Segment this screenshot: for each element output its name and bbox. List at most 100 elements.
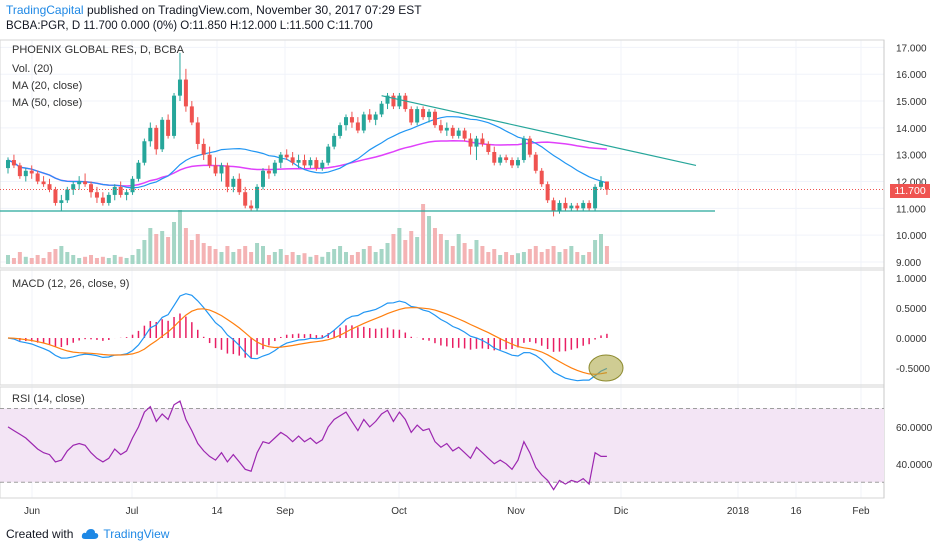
candle-body bbox=[486, 143, 491, 152]
candle-body bbox=[83, 181, 88, 185]
volume-bar bbox=[302, 253, 307, 264]
volume-bar bbox=[124, 258, 129, 264]
candle-body bbox=[308, 160, 313, 166]
footer: Created with TradingView bbox=[6, 527, 169, 541]
price-tick-label: 16.000 bbox=[896, 70, 927, 81]
volume-bar bbox=[569, 246, 574, 264]
symbol-ohlc-line: BCBA:PGR, D 11.700 0.000 (0%) O:11.850 H… bbox=[6, 20, 373, 32]
candle-body bbox=[71, 184, 76, 190]
candle-body bbox=[349, 117, 354, 123]
volume-bar bbox=[599, 234, 603, 264]
candle-body bbox=[557, 202, 562, 212]
candle-body bbox=[474, 138, 479, 147]
rsi-tick-label: 60.0000 bbox=[896, 423, 932, 434]
candle-body bbox=[41, 181, 46, 185]
volume-bar bbox=[468, 249, 473, 264]
candle-body bbox=[272, 162, 277, 174]
volume-bar bbox=[142, 240, 147, 264]
candle-body bbox=[421, 109, 426, 118]
price-tick-label: 10.000 bbox=[896, 231, 927, 242]
candle-body bbox=[581, 202, 586, 209]
candle-body bbox=[468, 138, 473, 147]
volume-bar bbox=[207, 246, 212, 264]
volume-bar bbox=[35, 255, 40, 264]
volume-bar bbox=[296, 255, 301, 264]
candle-body bbox=[207, 154, 212, 166]
volume-bar bbox=[575, 252, 580, 264]
volume-legend: Vol. (20) bbox=[12, 63, 53, 75]
candle-body bbox=[593, 186, 598, 209]
volume-bar bbox=[41, 258, 46, 264]
price-tick-label: 12.000 bbox=[896, 177, 927, 188]
candle-body bbox=[77, 181, 82, 185]
volume-bar bbox=[344, 252, 349, 264]
volume-bar bbox=[89, 255, 94, 264]
volume-bar bbox=[266, 255, 271, 264]
volume-bar bbox=[201, 243, 206, 264]
candle-body bbox=[427, 111, 432, 118]
volume-bar bbox=[65, 252, 70, 264]
ma50-legend: MA (50, close) bbox=[12, 97, 83, 109]
volume-bar bbox=[498, 255, 503, 264]
candle-body bbox=[142, 141, 147, 163]
axis-labels: 17.000 16.000 15.000 14.000 13.000 12.000 11.0… bbox=[24, 43, 932, 517]
time-tick-label: Feb bbox=[852, 506, 870, 517]
publisher-link[interactable]: TradingCapital bbox=[6, 3, 84, 17]
candle-body bbox=[106, 194, 111, 203]
volume-bar bbox=[326, 252, 331, 264]
volume-bar bbox=[71, 255, 76, 264]
macd-tick-label: -0.5000 bbox=[896, 364, 930, 375]
candle-body bbox=[575, 205, 580, 209]
candle-body bbox=[314, 160, 319, 169]
candle-body bbox=[432, 111, 437, 126]
volume-bar bbox=[237, 249, 242, 264]
candle-body bbox=[385, 95, 390, 104]
ma20-legend: MA (20, close) bbox=[12, 80, 83, 92]
rsi-line bbox=[7, 400, 607, 491]
tradingview-link[interactable]: TradingView bbox=[103, 527, 170, 541]
volume-bar bbox=[604, 246, 609, 264]
volume-bar bbox=[308, 256, 313, 264]
volume-bar bbox=[391, 234, 396, 264]
candle-body bbox=[403, 95, 408, 110]
rsi-band bbox=[0, 408, 884, 483]
volume-bar bbox=[100, 256, 105, 264]
candle-body bbox=[112, 186, 117, 195]
candle-body bbox=[65, 189, 70, 201]
candle-body bbox=[148, 127, 153, 142]
candle-body bbox=[124, 192, 129, 195]
candle-body bbox=[260, 170, 265, 187]
candle-body bbox=[118, 186, 123, 195]
volume-bar bbox=[421, 204, 426, 264]
candle-body bbox=[332, 135, 337, 147]
candle-body bbox=[59, 200, 64, 203]
candle-body bbox=[172, 95, 177, 136]
candle-body bbox=[409, 109, 414, 123]
candle-body bbox=[249, 205, 254, 209]
volume-bar bbox=[118, 256, 123, 264]
volume-bar bbox=[6, 255, 10, 264]
volume-bar bbox=[385, 243, 390, 264]
candle-body bbox=[355, 122, 360, 131]
candle-body bbox=[367, 114, 372, 120]
ma20-path bbox=[7, 116, 608, 189]
candle-body bbox=[498, 157, 503, 163]
volume-bar bbox=[480, 246, 485, 264]
volume-bar bbox=[527, 249, 532, 264]
volume-bar bbox=[130, 255, 135, 264]
macd-tick-label: 1.0000 bbox=[896, 274, 927, 285]
volume-bar bbox=[587, 252, 592, 264]
candle-body bbox=[391, 95, 396, 107]
candle-body bbox=[35, 173, 40, 182]
resistance-trendline bbox=[381, 95, 697, 166]
volume-bar bbox=[290, 252, 295, 264]
volume-bar bbox=[510, 255, 515, 264]
candlesticks bbox=[6, 52, 609, 217]
volume-bar bbox=[278, 249, 283, 264]
macd-tick-label: 0.5000 bbox=[896, 304, 927, 315]
macd-tick-label: 0.0000 bbox=[896, 334, 927, 345]
pane-border-1 bbox=[0, 269, 885, 386]
candle-body bbox=[302, 160, 307, 166]
candle-body bbox=[480, 138, 485, 144]
